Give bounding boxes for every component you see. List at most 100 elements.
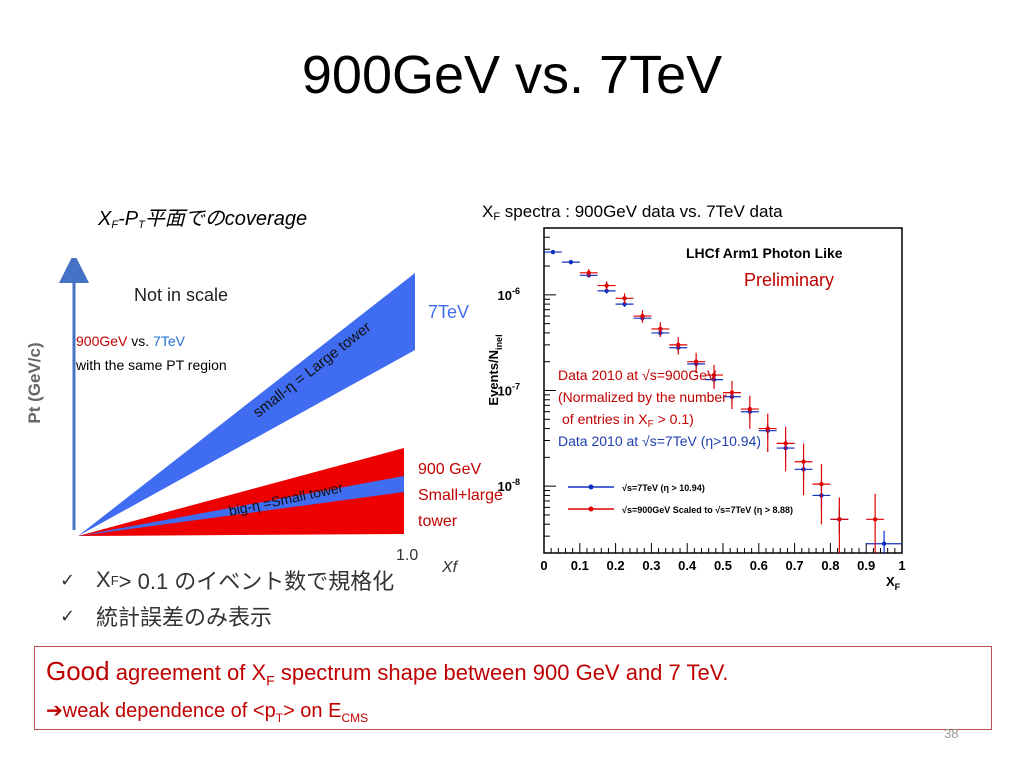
x-tick-label: 0.1 [571,558,589,573]
x-tick-label: 0.4 [678,558,697,573]
conclusion-line2-sub2: CMS [341,711,369,725]
compare-line-2: with the same PT region [75,357,227,373]
label-900-line1: 900 GeV [418,461,481,478]
note-900-line2: (Normalized by the number [558,389,727,405]
data-point [568,259,574,265]
compare-line-1: 900GeV vs. 7TeV [76,333,186,349]
page-title: 900GeV vs. 7TeV [301,45,723,105]
data-point [550,249,556,255]
data-point [604,283,609,288]
check-icon: ✓ [60,605,76,626]
data-point [622,296,627,301]
spectra-caption-rest: spectra : 900GeV data vs. 7TeV data [500,202,783,221]
caption-x-sub: F [111,219,119,231]
series-group [544,249,902,553]
note-900-line3: of entries in XF > 0.1) [562,411,694,430]
compare-900: 900GeV [76,333,128,349]
data-point [586,270,591,276]
data-point [801,459,806,464]
legend: √s=7TeV (η > 10.94) √s=900GeV Scaled to … [568,483,793,515]
caption-x: X [98,208,112,230]
spectra-ylabel-sub: inel [494,334,504,350]
note-7tev: Data 2010 at √s=7TeV (η>10.94) [558,433,761,449]
x-tick-label: 0.9 [857,558,875,573]
coverage-caption: XF-PT平面でのcoverage [98,202,307,231]
data-point [747,406,753,412]
x-tick-label: 0.5 [714,558,732,573]
label-7tev: 7TeV [428,302,469,322]
label-900-line2: Small+large [418,487,503,504]
data-point [837,517,842,522]
y-tick-label: 10-7 [498,382,520,399]
note-900-line3-sub: F [648,419,654,430]
data-point [711,372,717,378]
note-900: Data 2010 at √s=900GeV (Normalized by th… [558,367,727,430]
arrow-right-icon: ➔ [46,700,63,722]
x-tick-label: 0.6 [750,558,768,573]
spectra-xlabel-sub: F [895,582,901,592]
page-number: 38 [944,726,959,741]
conclusion-line-2: ➔weak dependence of <pT> on ECMS [46,698,368,725]
caption-dash: -P [118,208,139,230]
not-in-scale-label: Not in scale [134,285,228,305]
data-point [676,342,681,348]
spectra-xlabel-main: X [886,574,895,589]
spectra-chart: Events/Ninel LHCf Arm1 Photon Like Preli… [486,227,906,592]
spectra-caption-sub: F [493,211,501,223]
label-900-line3: tower [418,513,458,530]
legend-marker-7tev [588,484,594,490]
coverage-xlabel: Xf [441,559,459,576]
spectra-xlabel: XF [886,574,901,592]
data-point [658,326,663,332]
x-tick-label: 0.2 [607,558,625,573]
x-tick-label: 0.3 [642,558,660,573]
conclusion-line2-a: weak dependence of <p [62,700,276,722]
x-tick-label: 0.8 [821,558,839,573]
note-900-line3-a: of entries in X [562,411,648,427]
conclusion-line-1: Good agreement of XF spectrum shape betw… [46,656,728,688]
data-point [872,517,878,522]
spectra-caption-x: X [482,202,494,221]
legend-label-7tev: √s=7TeV (η > 10.94) [622,483,705,493]
data-point [604,288,609,294]
data-point [765,426,770,431]
cone-7tev [78,273,415,536]
data-point [819,481,824,487]
spectra-ylabel: Events/Ninel [486,334,504,405]
axes-group: 0 0.1 0.2 0.3 0.4 0.5 0.6 0.7 0.8 0.9 1 10-6 10-7 10-… [498,227,906,573]
plot-frame [543,227,903,554]
preliminary-label: Preliminary [744,270,834,290]
x-tick-label: 1 [898,558,905,573]
conclusion-line2-b: > on E [283,700,342,722]
conclusion-box [34,646,992,730]
conclusion-line1-b: spectrum shape between 900 GeV and 7 TeV… [274,660,729,685]
note-900-line1: Data 2010 at √s=900GeV [558,367,717,383]
caption-rest: 平面でのcoverage [144,208,308,230]
plot-title: LHCf Arm1 Photon Like [686,245,843,261]
cone-900gev [78,448,404,536]
spectra-caption: XF spectra : 900GeV data vs. 7TeV data [482,202,783,223]
bullet-text-rest: > 0.1 のイベント数で規格化 [118,569,395,594]
spectra-ylabel-main: Events/N [486,350,501,406]
legend-marker-900 [588,506,594,512]
note-900-line3-b: > 0.1) [654,411,694,427]
bullet-text-x: X [96,567,111,592]
coverage-x-tick: 1.0 [396,547,418,564]
series-900gev [579,269,885,553]
bullet-text: 統計誤差のみ表示 [96,605,273,630]
conclusion-line2-sub: T [275,711,284,725]
x-tick-label: 0.7 [786,558,804,573]
compare-vs: vs. [127,333,153,349]
y-tick-label: 10-6 [498,286,520,303]
bullet-text-sub: F [110,572,119,588]
data-point [729,390,735,395]
data-point [622,301,627,307]
data-point [783,441,788,446]
compare-7tev: 7TeV [153,333,186,349]
conclusion-good: Good [46,656,110,686]
coverage-ylabel: Pt (GeV/c) [25,342,44,423]
data-point [693,359,699,364]
y-tick-label: 10-8 [498,477,520,494]
x-tick-label: 0 [540,558,547,573]
